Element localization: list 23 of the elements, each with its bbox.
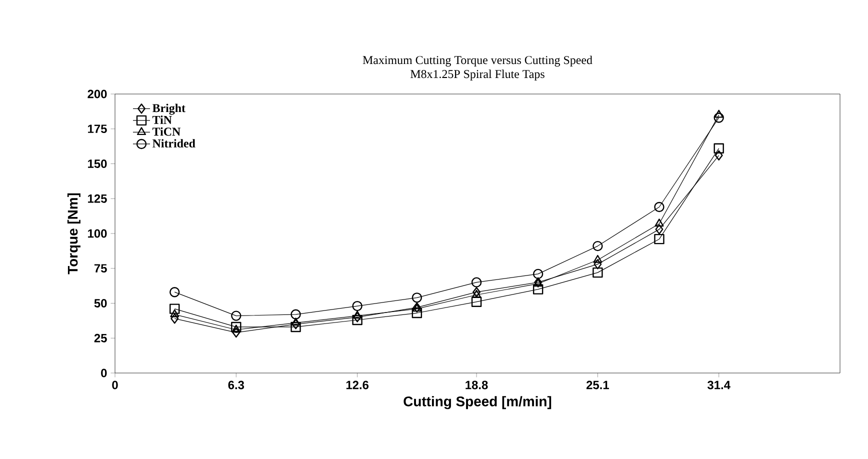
legend-label: TiN: [152, 116, 172, 124]
x-tick-label: 18.8: [466, 380, 488, 390]
x-tick-label: 12.6: [346, 380, 369, 390]
chart-subtitle: M8x1.25P Spiral Flute Taps: [410, 70, 544, 80]
y-tick-label: 100: [88, 229, 107, 238]
y-tick-label: 25: [94, 334, 107, 342]
x-tick-label: 0: [112, 380, 118, 390]
y-tick-label: 125: [88, 194, 107, 203]
y-tick-label: 175: [88, 124, 107, 134]
y-tick-label: 0: [101, 368, 107, 378]
x-tick-label: 6.3: [228, 380, 244, 390]
y-tick-label: 150: [88, 160, 107, 168]
x-axis-title: Cutting Speed [m/min]: [404, 396, 552, 410]
legend-label: Bright: [152, 104, 186, 115]
x-tick-label: 25.1: [586, 380, 609, 390]
y-tick-label: 200: [88, 90, 107, 98]
chart-title: Maximum Cutting Torque versus Cutting Speed: [362, 56, 592, 67]
x-tick-label: 31.4: [708, 380, 730, 390]
y-tick-label: 50: [94, 299, 107, 308]
y-tick-label: 75: [94, 264, 107, 273]
y-axis-title: Torque [Nm]: [67, 193, 80, 274]
legend-label: TiCN: [152, 127, 180, 136]
legend-label: Nitrided: [152, 139, 196, 148]
